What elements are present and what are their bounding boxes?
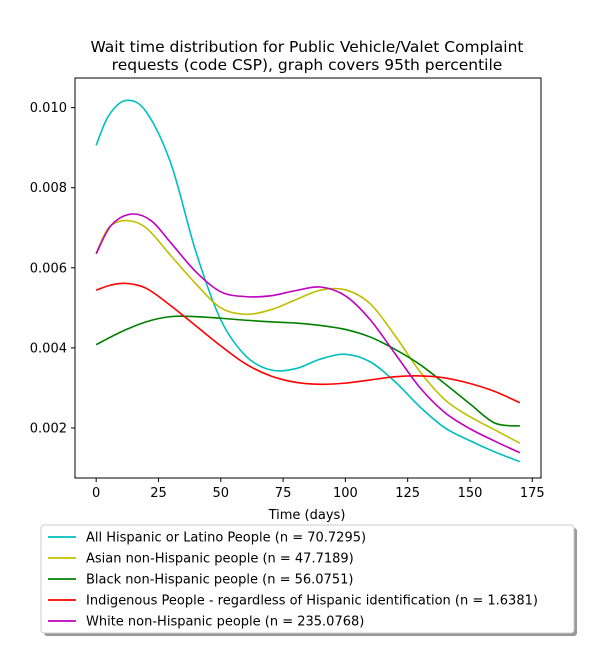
- plot-frame: [74, 77, 542, 479]
- x-tick-label: 25: [150, 486, 167, 501]
- legend: All Hispanic or Latino People (n = 70.72…: [40, 524, 577, 636]
- y-tick-label: 0.002: [30, 421, 67, 436]
- y-tick-label: 0.010: [30, 101, 67, 116]
- x-tick-label: 125: [395, 486, 420, 501]
- x-axis-label: Time (days): [268, 508, 346, 523]
- x-tick-label: 100: [333, 486, 358, 501]
- legend-label-1: All Hispanic or Latino People (n = 70.72…: [86, 531, 366, 546]
- y-tick-label: 0.004: [30, 341, 67, 356]
- legend-box: [40, 524, 575, 634]
- series-line-3: [95, 315, 520, 427]
- x-axis-ticks: 0 25 50 75 100 125 150 175: [92, 478, 545, 501]
- x-tick-label: 175: [520, 486, 545, 501]
- series-line-4: [95, 282, 521, 404]
- series-line-5: [95, 213, 521, 454]
- y-tick-label: 0.008: [30, 181, 67, 196]
- legend-label-4: Indigenous People - regardless of Hispan…: [86, 594, 538, 609]
- chart-title-line-2: requests (code CSP), graph covers 95th p…: [112, 56, 503, 74]
- series-line-2: [95, 219, 521, 444]
- x-tick-label: 150: [458, 486, 483, 501]
- plot-lines: [95, 99, 521, 463]
- y-tick-label: 0.006: [30, 261, 67, 276]
- legend-items: All Hispanic or Latino People (n = 70.72…: [48, 531, 538, 630]
- series-line-1: [95, 99, 521, 463]
- x-tick-label: 0: [92, 486, 100, 501]
- legend-label-5: White non-Hispanic people (n = 235.0768): [86, 615, 364, 630]
- x-tick-label: 50: [213, 486, 230, 501]
- x-tick-label: 75: [275, 486, 292, 501]
- legend-label-2: Asian non-Hispanic people (n = 47.7189): [86, 552, 354, 567]
- chart-title-line-1: Wait time distribution for Public Vehicl…: [90, 38, 523, 56]
- y-axis-ticks: 0.002 0.004 0.006 0.008 0.010: [30, 101, 75, 436]
- legend-label-3: Black non-Hispanic people (n = 56.0751): [86, 573, 353, 588]
